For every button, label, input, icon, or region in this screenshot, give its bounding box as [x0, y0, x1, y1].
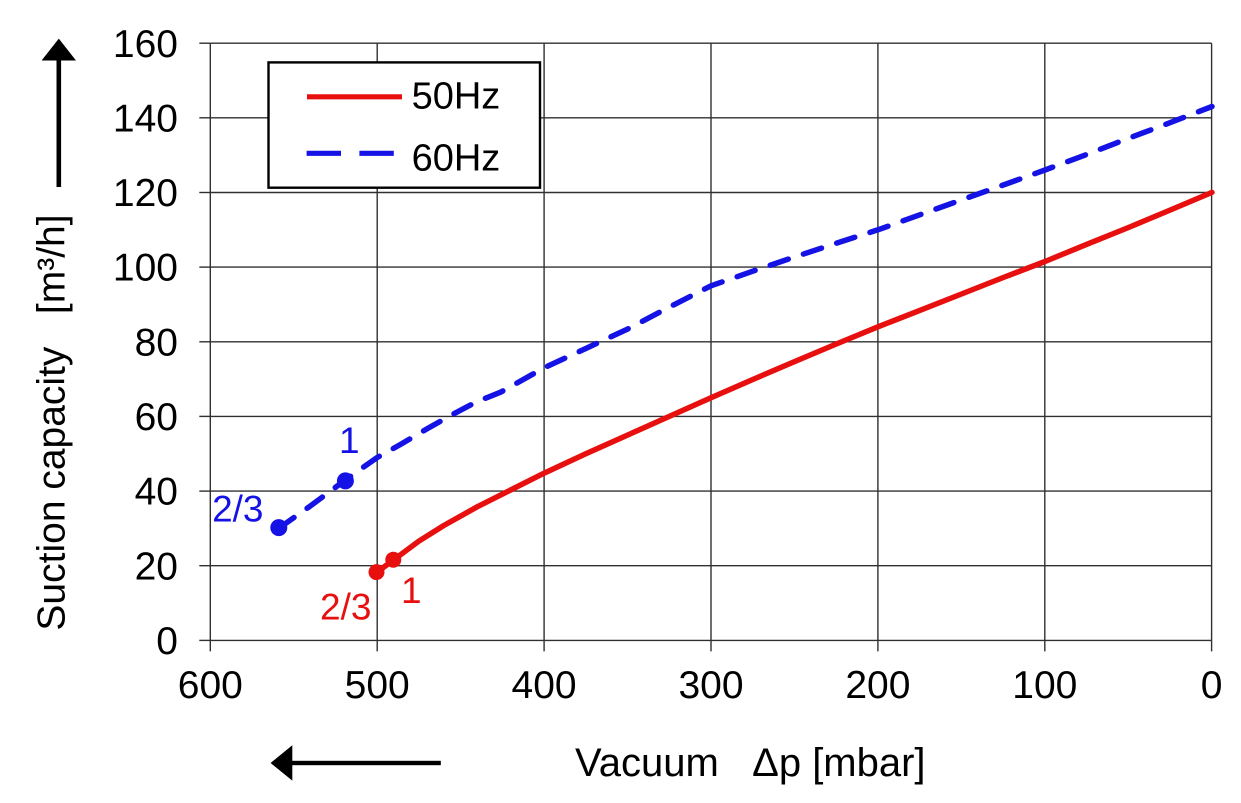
svg-text:300: 300 [678, 664, 743, 707]
svg-text:600: 600 [178, 664, 243, 707]
svg-text:1: 1 [339, 420, 360, 461]
svg-text:Vacuum Δp [mbar]: Vacuum Δp [mbar] [575, 741, 926, 785]
svg-text:80: 80 [135, 321, 178, 364]
svg-text:40: 40 [135, 471, 178, 514]
svg-text:0: 0 [156, 620, 178, 663]
svg-text:2/3: 2/3 [320, 587, 371, 628]
svg-text:1: 1 [401, 570, 422, 611]
svg-text:500: 500 [345, 664, 410, 707]
svg-text:20: 20 [135, 545, 178, 588]
svg-text:400: 400 [512, 664, 577, 707]
svg-text:100: 100 [1012, 664, 1077, 707]
svg-text:100: 100 [113, 247, 178, 290]
svg-text:Suction capacity [m³/h]: Suction capacity [m³/h] [31, 214, 74, 630]
svg-text:200: 200 [845, 664, 910, 707]
svg-text:140: 140 [113, 97, 178, 140]
svg-text:60: 60 [135, 396, 178, 439]
svg-text:0: 0 [1201, 664, 1223, 707]
svg-text:160: 160 [113, 23, 178, 66]
svg-text:60Hz: 60Hz [412, 137, 501, 179]
svg-text:2/3: 2/3 [212, 488, 263, 529]
svg-text:50Hz: 50Hz [412, 76, 501, 118]
svg-text:120: 120 [113, 172, 178, 215]
